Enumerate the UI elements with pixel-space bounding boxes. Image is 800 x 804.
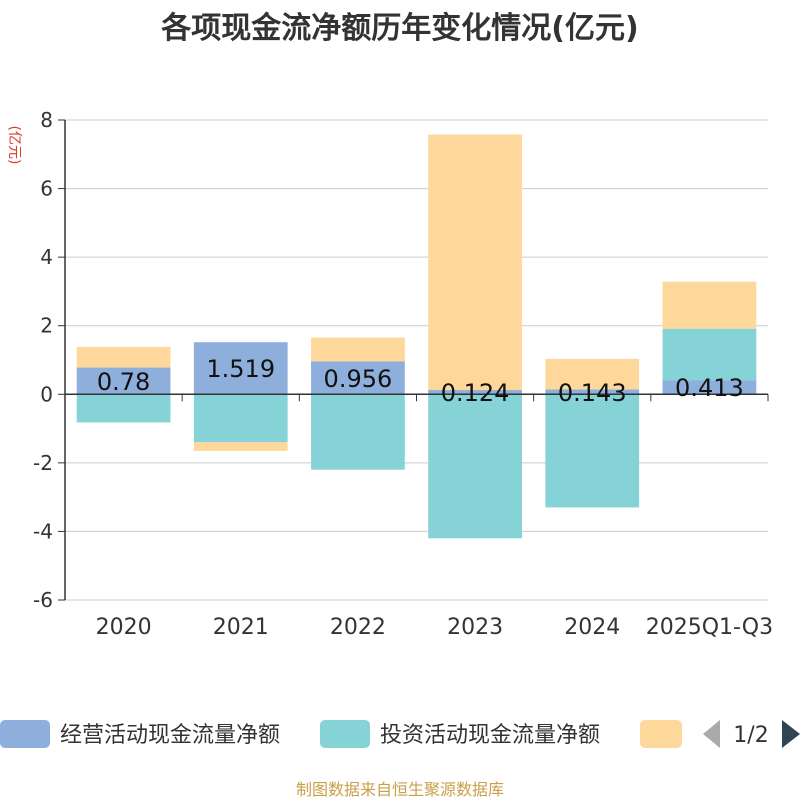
data-label: 0.413 (675, 374, 744, 402)
legend-next-arrow-icon[interactable] (782, 720, 800, 748)
y-tick-label: -2 (33, 451, 53, 475)
x-tick-label: 2021 (213, 615, 269, 640)
bar-2025Q1-Q3-series-0 (662, 380, 757, 395)
legend-prev-arrow-icon[interactable] (703, 720, 720, 748)
data-label: 0.78 (97, 368, 150, 396)
legend-swatch-financing[interactable] (640, 720, 682, 748)
grid (65, 119, 768, 601)
y-tick-label: 0 (40, 382, 53, 406)
data-label: 0.956 (324, 365, 393, 393)
data-label: 0.124 (441, 379, 510, 407)
legend-page-indicator: 1/2 (733, 723, 768, 748)
y-tick-label: -6 (33, 588, 53, 612)
bar-2023-series-2 (428, 134, 522, 391)
x-tick-label: 2025Q1-Q3 (646, 615, 773, 640)
bar-2022-series-1 (311, 394, 405, 470)
bar-2021-series-2 (193, 442, 288, 451)
x-tick-label: 2023 (447, 615, 503, 640)
axes: 8 6 4 2 0 -2 -4 -6 2020 2021 2022 2023 2024 2025Q1-Q3 (33, 108, 773, 640)
legend-label-operating[interactable]: 经营活动现金流量净额 (60, 723, 280, 748)
x-tick-label: 2022 (330, 615, 386, 640)
y-tick-label: -4 (33, 519, 53, 543)
bar-2020-series-0 (76, 367, 171, 395)
bar-2021-series-1 (193, 394, 288, 443)
bar-2020-series-1 (76, 394, 171, 423)
y-tick-label: 6 (40, 177, 53, 201)
bar-2023-series-0 (428, 390, 522, 395)
chart-title: 各项现金流净额历年变化情况(亿元) (160, 11, 638, 46)
bar-2021-series-0 (193, 342, 288, 395)
y-tick-label: 8 (40, 108, 53, 132)
data-label: 0.143 (558, 379, 627, 407)
bar-2025Q1-Q3-series-1 (662, 328, 757, 381)
bar-2025Q1-Q3-series-2 (662, 281, 757, 329)
y-tick-label: 4 (40, 245, 53, 269)
x-tick-label: 2024 (564, 615, 620, 640)
bar-2024-series-2 (545, 358, 640, 390)
legend: 经营活动现金流量净额 投资活动现金流量净额 1/2 (0, 720, 800, 748)
legend-swatch-operating[interactable] (0, 720, 50, 748)
legend-swatch-investing[interactable] (320, 720, 370, 748)
data-labels: 0.78 1.519 0.956 0.124 0.143 0.413 (97, 355, 744, 407)
bar-2022-series-2 (311, 337, 405, 362)
bar-2022-series-0 (311, 361, 405, 395)
bars (76, 134, 757, 539)
bar-2024-series-0 (545, 389, 640, 395)
x-tick-label: 2020 (96, 615, 152, 640)
footer-source: 制图数据来自恒生聚源数据库 (296, 780, 504, 799)
bar-2024-series-1 (545, 394, 640, 508)
bar-2023-series-1 (428, 394, 522, 539)
y-tick-label: 2 (40, 314, 53, 338)
bar-2020-series-2 (76, 346, 171, 368)
legend-label-investing[interactable]: 投资活动现金流量净额 (380, 723, 600, 748)
data-label: 1.519 (206, 355, 275, 383)
y-axis-label: (亿元) (6, 126, 22, 165)
